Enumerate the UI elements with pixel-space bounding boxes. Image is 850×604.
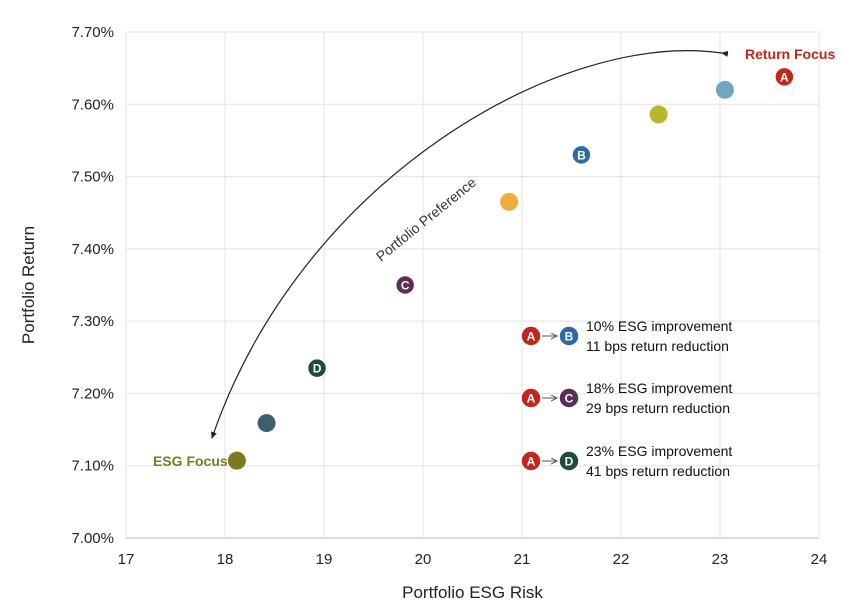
comparison-to-label: D <box>565 455 574 469</box>
comparison-from-point <box>520 325 542 347</box>
data-point <box>715 80 734 99</box>
x-tick-label: 22 <box>613 551 630 568</box>
comparison-return-text: 11 bps return reduction <box>586 338 729 354</box>
comparison-to-point <box>558 450 580 472</box>
comparison-return-text: 41 bps return reduction <box>586 463 730 479</box>
return-focus-label: Return Focus <box>745 46 835 62</box>
y-tick-label: 7.60% <box>71 96 114 113</box>
data-point <box>394 274 416 296</box>
y-axis-title: Portfolio Return <box>19 226 38 344</box>
comparison-annotations: A B 10% ESG improvement 11 bps return reduc… <box>520 318 732 479</box>
x-tick-label: 24 <box>811 551 828 568</box>
data-point <box>774 66 795 88</box>
y-tick-label: 7.30% <box>71 313 114 330</box>
data-points: D C B A <box>227 66 795 470</box>
portfolio-preference-label: Portfolio Preference <box>373 174 479 264</box>
comparison-to-point <box>558 387 580 409</box>
x-tick-label: 19 <box>316 551 333 568</box>
comparison-to-label: C <box>565 392 574 406</box>
data-point <box>571 144 592 166</box>
y-tick-label: 7.40% <box>71 241 114 258</box>
comparison-esg-text: 18% ESG improvement <box>586 380 732 396</box>
comparison-row: A B 10% ESG improvement 11 bps return reduc… <box>520 318 732 354</box>
x-tick-label: 18 <box>217 551 234 568</box>
comparison-to-label: B <box>565 330 574 344</box>
data-point <box>306 357 328 379</box>
data-point <box>227 451 246 470</box>
comparison-esg-text: 23% ESG improvement <box>586 443 732 459</box>
comparison-from-point <box>520 387 542 409</box>
point-label: C <box>401 279 410 293</box>
y-tick-label: 7.70% <box>71 24 114 41</box>
comparison-return-text: 29 bps return reduction <box>586 400 730 416</box>
point-label: B <box>577 148 586 162</box>
x-tick-label: 23 <box>712 551 729 568</box>
comparison-to-point <box>558 325 580 347</box>
x-tick-label: 17 <box>118 551 135 568</box>
data-point <box>500 192 519 211</box>
y-tick-label: 7.50% <box>71 169 114 186</box>
x-axis-title: Portfolio ESG Risk <box>402 583 543 602</box>
comparison-row: A C 18% ESG improvement 29 bps return reduc… <box>520 380 732 416</box>
portfolio-preference-arc <box>211 50 729 439</box>
esg-focus-label: ESG Focus <box>153 453 228 469</box>
comparison-row: A D 23% ESG improvement 41 bps return reduc… <box>520 443 732 479</box>
point-label: D <box>313 362 322 376</box>
data-point <box>257 414 276 433</box>
y-tick-label: 7.10% <box>71 458 114 475</box>
comparison-esg-text: 10% ESG improvement <box>586 318 732 334</box>
y-tick-label: 7.20% <box>71 385 114 402</box>
comparison-from-point <box>520 450 542 472</box>
data-point <box>649 105 668 124</box>
axes: 17 18 19 20 21 22 23 24 7.00% 7.10% 7.20% 7.30% 7.40… <box>19 24 827 602</box>
x-tick-label: 20 <box>415 551 432 568</box>
point-label: A <box>780 70 789 84</box>
y-tick-label: 7.00% <box>71 530 114 547</box>
comparison-from-label: A <box>527 330 536 344</box>
comparison-from-label: A <box>527 455 536 469</box>
focus-labels: Return Focus ESG Focus <box>153 46 835 469</box>
comparison-from-label: A <box>527 392 536 406</box>
x-tick-label: 21 <box>514 551 531 568</box>
